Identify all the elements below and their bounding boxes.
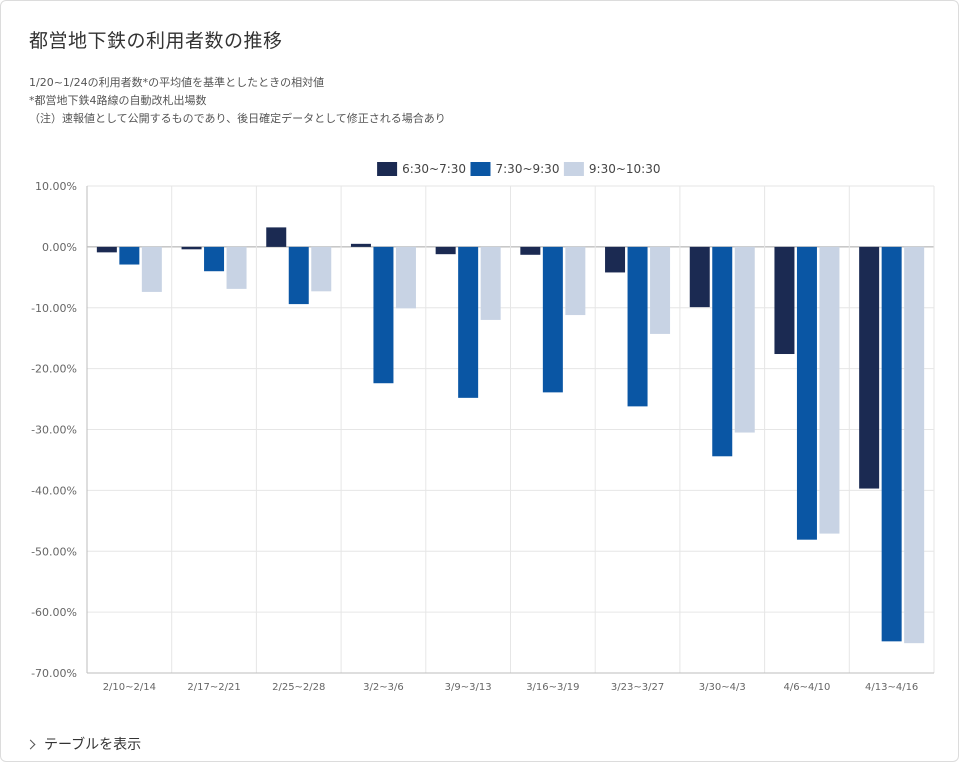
x-axis: 2/10~2/14 2/17~2/21 2/25~2/28 3/2~3/6 3/9~3/…	[103, 682, 919, 693]
bar	[288, 246, 309, 305]
bar	[226, 246, 247, 289]
bar-chart: 10.00% 0.00% -10.00% -20.00% -30.00% -40.00% -…	[31, 162, 935, 693]
x-tick-label: 3/30~4/3	[699, 682, 746, 693]
x-tick-label: 2/25~2/28	[272, 682, 325, 693]
y-tick-label: -70.00%	[31, 667, 77, 680]
bar	[565, 246, 586, 316]
x-tick-label: 2/10~2/14	[103, 682, 156, 693]
bars	[96, 227, 925, 644]
x-tick-label: 4/6~4/10	[783, 682, 830, 693]
y-tick-label: -30.00%	[31, 424, 77, 437]
x-tick-label: 4/13~4/16	[865, 682, 918, 693]
bar	[542, 246, 563, 393]
legend-swatch	[470, 162, 491, 176]
bar	[480, 246, 501, 320]
chart-title: 都営地下鉄の利用者数の推移	[29, 30, 283, 52]
y-tick-label: -10.00%	[31, 302, 77, 315]
legend-label: 7:30~9:30	[496, 162, 560, 176]
y-tick-label: -40.00%	[31, 484, 77, 497]
x-tick-label: 2/17~2/21	[187, 682, 240, 693]
bar	[859, 246, 880, 489]
chevron-right-icon	[25, 739, 36, 749]
bar	[627, 246, 648, 407]
note-baseline: 1/20~1/24の利用者数*の平均値を基準としたときの相対値	[29, 76, 325, 89]
note-source: *都営地下鉄4路線の自動改札出場数	[29, 94, 207, 107]
bar	[373, 246, 394, 384]
y-tick-label: 10.00%	[35, 180, 77, 193]
y-tick-label: -60.00%	[31, 606, 77, 619]
bar	[712, 246, 733, 457]
legend-label: 9:30~10:30	[589, 162, 661, 176]
x-tick-label: 3/9~3/13	[445, 682, 492, 693]
bar	[141, 246, 162, 292]
bar	[774, 246, 795, 355]
y-tick-label: -20.00%	[31, 363, 77, 376]
legend: 6:30~7:30 7:30~9:30 9:30~10:30	[377, 162, 660, 176]
bar	[350, 243, 371, 247]
bar	[435, 246, 456, 255]
x-tick-label: 3/23~3/27	[611, 682, 664, 693]
bar	[311, 246, 332, 292]
y-tick-label: -50.00%	[31, 545, 77, 558]
bar	[119, 246, 140, 265]
x-tick-label: 3/16~3/19	[526, 682, 579, 693]
chart-notes: 1/20~1/24の利用者数*の平均値を基準としたときの相対値 *都営地下鉄4路…	[29, 74, 446, 128]
bar	[266, 227, 287, 247]
bar	[605, 246, 626, 273]
bar	[881, 246, 902, 642]
bar	[458, 246, 479, 398]
legend-label: 6:30~7:30	[402, 162, 466, 176]
show-table-toggle[interactable]: テーブルを表示	[25, 734, 141, 754]
legend-swatch	[563, 162, 584, 176]
bar	[181, 246, 202, 250]
x-tick-label: 3/2~3/6	[363, 682, 404, 693]
bar	[734, 246, 755, 433]
bar	[904, 246, 925, 644]
bar	[796, 246, 817, 540]
bar	[96, 246, 117, 253]
grid-lines	[86, 185, 935, 674]
bar	[520, 246, 541, 255]
bar	[395, 246, 416, 309]
bar	[819, 246, 840, 534]
y-axis: 10.00% 0.00% -10.00% -20.00% -30.00% -40.00% -…	[31, 180, 77, 680]
show-table-label: テーブルを表示	[44, 737, 142, 753]
note-disclaimer: （注）速報値として公開するものであり、後日確定データとして修正される場合あり	[29, 112, 446, 125]
bar	[204, 246, 225, 272]
bar	[650, 246, 671, 334]
y-tick-label: 0.00%	[42, 241, 77, 254]
bar	[689, 246, 710, 308]
legend-swatch	[377, 162, 398, 176]
